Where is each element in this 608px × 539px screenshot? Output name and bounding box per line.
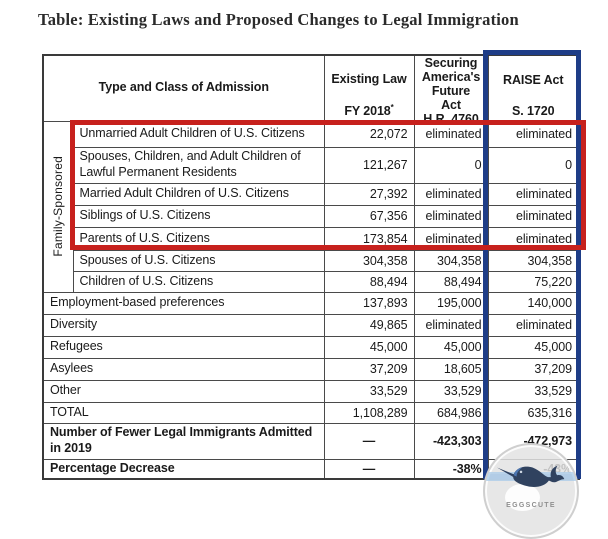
hr4760-value: 684,986 [413, 401, 489, 424]
hr4760-value: eliminated [413, 120, 489, 148]
row-label: Children of U.S. Citizens [72, 270, 325, 293]
s1720-value: 635,316 [487, 401, 580, 424]
row-label: Employment-based preferences [42, 291, 325, 315]
table-row: Married Adult Children of U.S. Citizens … [43, 182, 580, 206]
hr4760-value: eliminated [413, 182, 489, 206]
s1720-value: 45,000 [487, 335, 580, 359]
existing-law-value: 45,000 [323, 335, 415, 359]
table-row: TOTAL 1,108,289 684,986 635,316 [42, 401, 580, 424]
s1720-value: eliminated [487, 204, 580, 228]
table-row: Employment-based preferences 137,893 195… [42, 291, 580, 315]
table-row: Spouses of U.S. Citizens 304,358 304,358… [43, 249, 580, 272]
s1720-value: eliminated [487, 182, 580, 206]
hr4760-value: 304,358 [413, 249, 489, 272]
table-row: Asylees 37,209 18,605 37,209 [42, 357, 580, 381]
row-label: Number of Fewer Legal Immigrants Admitte… [42, 422, 325, 460]
row-label: Asylees [42, 357, 325, 381]
row-label: Parents of U.S. Citizens [72, 226, 325, 251]
existing-law-value: 33,529 [323, 379, 415, 403]
row-label: TOTAL [42, 401, 325, 424]
existing-law-value: — [323, 458, 415, 480]
hr4760-value: 45,000 [413, 335, 489, 359]
narwhal-icon [497, 465, 565, 488]
hr4760-value: 18,605 [413, 357, 489, 381]
existing-law-value: 49,865 [323, 313, 415, 337]
table-row: Parents of U.S. Citizens 173,854 elimina… [43, 226, 580, 251]
table-row: Siblings of U.S. Citizens 67,356 elimina… [43, 204, 580, 228]
hr4760-value: eliminated [413, 204, 489, 228]
existing-law-value: 37,209 [323, 357, 415, 381]
watermark-badge: EGGSCUTE [483, 443, 579, 539]
row-label: Married Adult Children of U.S. Citizens [72, 182, 325, 206]
s1720-value: eliminated [487, 120, 580, 148]
table-row: Family-Sponsored Unmarried Adult Childre… [42, 120, 580, 293]
family-sponsored-label: Family-Sponsored [51, 156, 66, 257]
existing-law-value: 88,494 [323, 270, 415, 293]
column-header-type: Type and Class of Admission [42, 54, 325, 122]
existing-law-value: — [323, 422, 415, 460]
s1720-value: 33,529 [487, 379, 580, 403]
existing-law-value: 304,358 [323, 249, 415, 272]
s1720-value: 140,000 [487, 291, 580, 315]
column-header-existing-law: Existing Law FY 2018* [323, 54, 415, 122]
table-row: Spouses, Children, and Adult Children of… [43, 146, 580, 184]
table-row: Other 33,529 33,529 33,529 [42, 379, 580, 403]
row-label: Other [42, 379, 325, 403]
s1720-value: eliminated [487, 313, 580, 337]
row-label: Spouses, Children, and Adult Children of… [72, 146, 325, 184]
row-label: Siblings of U.S. Citizens [72, 204, 325, 228]
page-title: Table: Existing Laws and Proposed Change… [38, 10, 519, 29]
existing-law-value: 22,072 [323, 120, 415, 148]
existing-law-value: 137,893 [323, 291, 415, 315]
s1720-value: 37,209 [487, 357, 580, 381]
hr4760-value: 33,529 [413, 379, 489, 403]
s1720-value: 304,358 [487, 249, 580, 272]
hr4760-value: eliminated [413, 226, 489, 251]
existing-law-value: 27,392 [323, 182, 415, 206]
row-label: Diversity [42, 313, 325, 337]
existing-law-value: 173,854 [323, 226, 415, 251]
table-row: Refugees 45,000 45,000 45,000 [42, 335, 580, 359]
admissions-table: Type and Class of Admission Existing Law… [42, 54, 580, 480]
column-header-securing-americas-future-act: Securing America's Future Act H.R. 4760 [413, 54, 489, 122]
existing-law-value: 67,356 [323, 204, 415, 228]
header-row: Type and Class of Admission Existing Law… [42, 54, 580, 122]
hr4760-value: 195,000 [413, 291, 489, 315]
footnote-asterisk: * [390, 103, 394, 113]
hr4760-value: -38% [413, 458, 489, 480]
s1720-value: eliminated [487, 226, 580, 251]
s1720-value: 75,220 [487, 270, 580, 293]
table-row: Number of Fewer Legal Immigrants Admitte… [42, 422, 580, 460]
watermark-highlight [505, 483, 541, 512]
column-header-raise-act: RAISE Act S. 1720 [487, 54, 580, 122]
row-label: Spouses of U.S. Citizens [72, 249, 325, 272]
row-label: Percentage Decrease [42, 458, 325, 480]
existing-law-value: 121,267 [323, 146, 415, 184]
existing-law-value: 1,108,289 [323, 401, 415, 424]
row-label: Unmarried Adult Children of U.S. Citizen… [72, 120, 325, 148]
row-label: Refugees [42, 335, 325, 359]
watermark-brand: EGGSCUTE [506, 502, 556, 510]
hr4760-value: 0 [413, 146, 489, 184]
family-sponsored-group-cell: Family-Sponsored [42, 120, 74, 293]
hr4760-value: -423,303 [413, 422, 489, 460]
s1720-value: 0 [487, 146, 580, 184]
table-row: Children of U.S. Citizens 88,494 88,494 … [43, 270, 580, 293]
hr4760-value: 88,494 [413, 270, 489, 293]
table-row: Diversity 49,865 eliminated eliminated [42, 313, 580, 337]
hr4760-value: eliminated [413, 313, 489, 337]
